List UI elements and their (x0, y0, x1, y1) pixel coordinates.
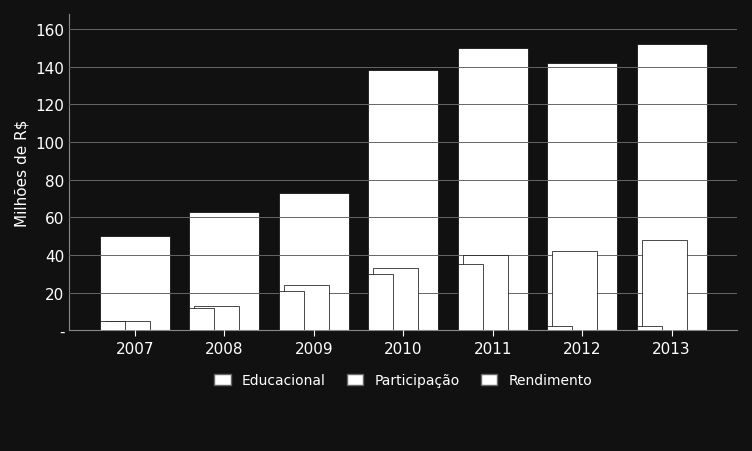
Bar (190, 212, 259, 331)
Bar (368, 274, 393, 331)
Bar (105, 321, 150, 331)
Bar (100, 321, 125, 331)
Bar (279, 193, 349, 331)
Bar (458, 265, 483, 331)
Bar (458, 49, 528, 331)
Bar (279, 291, 304, 331)
Bar (547, 64, 617, 331)
Bar (636, 45, 707, 331)
Bar (194, 306, 239, 331)
Legend: Educacional, Participação, Rendimento: Educacional, Participação, Rendimento (209, 368, 598, 393)
Bar (641, 240, 687, 331)
Bar (552, 252, 597, 331)
Bar (547, 327, 572, 331)
Bar (636, 327, 662, 331)
Bar (284, 285, 329, 331)
Bar (190, 308, 214, 331)
Bar (100, 237, 170, 331)
Bar (462, 255, 508, 331)
Bar (368, 71, 438, 331)
Y-axis label: Milhões de R$: Milhões de R$ (15, 119, 30, 226)
Bar (373, 268, 418, 331)
